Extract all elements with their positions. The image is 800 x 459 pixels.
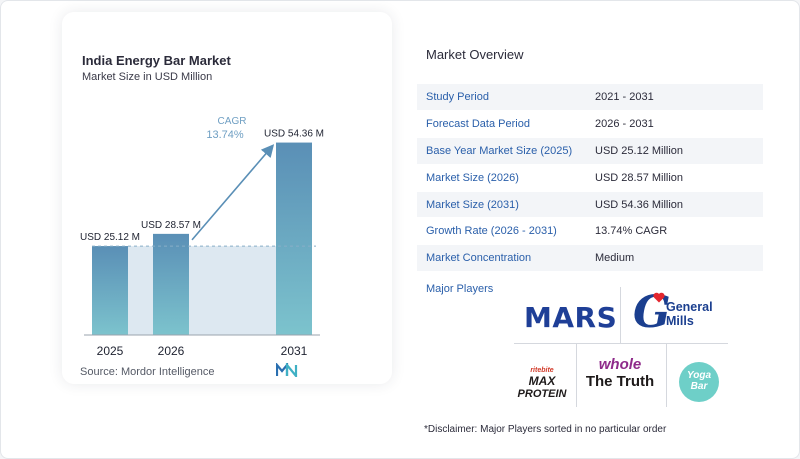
- overview-row: Growth Rate (2026 - 2031) 13.74% CAGR: [417, 217, 763, 246]
- yoga-bar-logo: Yoga Bar: [679, 362, 719, 402]
- source-note: Source: Mordor Intelligence: [80, 366, 215, 378]
- chart-subtitle: Market Size in USD Million: [82, 71, 213, 83]
- mars-logo: MARS: [524, 301, 618, 334]
- x-tick-label: 2025: [97, 344, 124, 358]
- whole-truth-line: The Truth: [585, 373, 655, 390]
- overview-value: 13.74% CAGR: [588, 217, 763, 246]
- overview-row: Study Period 2021 - 2031: [417, 84, 763, 112]
- players-divider: [666, 343, 667, 407]
- overview-key: Market Concentration: [417, 244, 588, 273]
- overview-key: Base Year Market Size (2025): [417, 137, 588, 165]
- players-divider: [576, 343, 577, 407]
- overview-key: Market Size (2031): [417, 191, 588, 219]
- x-tick-label: 2026: [158, 344, 185, 358]
- chart-card: India Energy Bar Market Market Size in U…: [62, 12, 392, 384]
- overview-value: Medium: [588, 244, 763, 273]
- players-divider: [620, 287, 621, 343]
- data-label: USD 25.12 M: [80, 232, 140, 243]
- overview-value: USD 28.57 Million: [588, 164, 763, 192]
- overview-row: Base Year Market Size (2025) USD 25.12 Mi…: [417, 137, 763, 165]
- overview-value: USD 25.12 Million: [588, 137, 763, 165]
- cagr-label: CAGR: [218, 116, 247, 127]
- market-overview-table: Study Period 2021 - 2031 Forecast Data Per…: [417, 84, 763, 273]
- general-mills-wordmark: General Mills: [666, 300, 713, 328]
- overview-value: USD 54.36 Million: [588, 191, 763, 219]
- disclaimer-note: *Disclaimer: Major Players sorted in no …: [424, 424, 667, 435]
- overview-value: 2021 - 2031: [588, 84, 763, 112]
- general-mills-line: General: [666, 300, 713, 314]
- chart-title: India Energy Bar Market: [82, 53, 231, 68]
- max-protein-logo: ritebite MAX PROTEIN: [512, 366, 572, 400]
- heart-icon: [653, 292, 665, 303]
- major-players-label: Major Players: [426, 283, 494, 295]
- data-label: USD 28.57 M: [141, 220, 201, 231]
- mordor-logo-icon: [276, 363, 298, 377]
- x-tick-label: 2031: [281, 344, 308, 358]
- overview-value: 2026 - 2031: [588, 110, 763, 139]
- overview-row: Market Concentration Medium: [417, 244, 763, 273]
- whole-truth-logo: whole The Truth: [585, 356, 655, 390]
- market-overview-title: Market Overview: [426, 47, 524, 62]
- cagr-value: 13.74%: [206, 129, 244, 141]
- cagr-arrow: [191, 144, 275, 241]
- overview-key: Market Size (2026): [417, 164, 588, 192]
- overview-row: Market Size (2031) USD 54.36 Million: [417, 191, 763, 219]
- data-label: USD 54.36 M: [264, 129, 324, 140]
- bar-2031: [276, 142, 312, 335]
- bar-2026: [153, 233, 189, 335]
- yoga-bar-line: Yoga: [686, 370, 712, 381]
- bar-2025: [92, 246, 128, 335]
- bar-chart: CAGR 13.74% USD 25.12 M 2025 USD 28.57 M 20…: [80, 116, 324, 358]
- overview-key: Growth Rate (2026 - 2031): [417, 217, 588, 246]
- overview-key: Forecast Data Period: [417, 110, 588, 139]
- overview-key: Study Period: [417, 84, 588, 112]
- overview-row: Market Size (2026) USD 28.57 Million: [417, 164, 763, 192]
- players-divider: [514, 343, 728, 344]
- whole-truth-line: whole: [598, 356, 642, 373]
- max-protein-line: MAX: [528, 374, 556, 388]
- max-protein-brand: ritebite: [530, 367, 554, 374]
- max-protein-line: PROTEIN: [517, 388, 567, 400]
- yoga-bar-line: Bar: [690, 381, 708, 392]
- overview-row: Forecast Data Period 2026 - 2031: [417, 110, 763, 139]
- general-mills-logo: G: [633, 287, 671, 338]
- general-mills-line: Mills: [666, 314, 694, 328]
